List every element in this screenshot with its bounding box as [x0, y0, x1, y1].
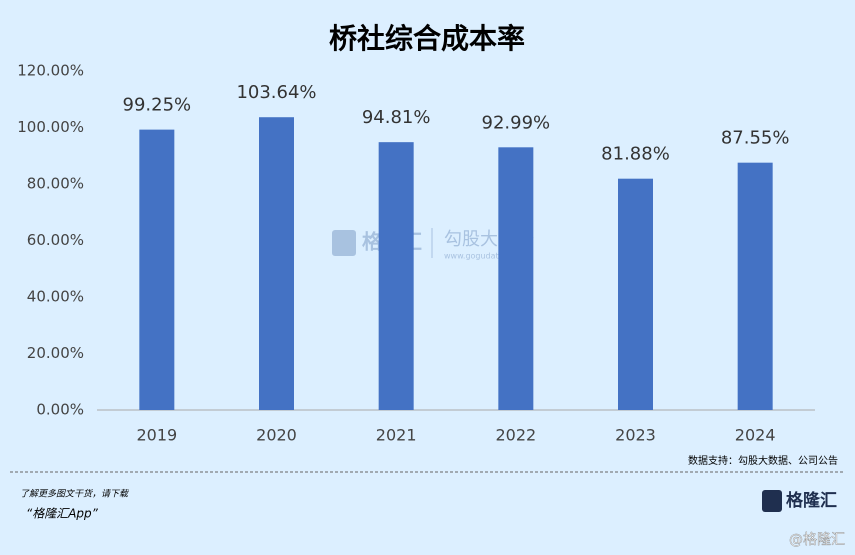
- value-label: 92.99%: [482, 112, 551, 133]
- y-tick-label: 120.00%: [17, 62, 84, 80]
- promo: 了解更多图文干货，请下载: [20, 489, 129, 500]
- y-tick-label: 80.00%: [27, 175, 84, 193]
- watermark-url: www.gogudata.com: [444, 252, 523, 261]
- y-tick-label: 0.00%: [36, 401, 84, 419]
- value-label: 94.81%: [362, 107, 431, 128]
- value-label: 81.88%: [601, 144, 670, 165]
- value-label: 99.25%: [123, 95, 192, 116]
- bar: [139, 129, 175, 410]
- x-tick-label: 2024: [735, 426, 776, 445]
- x-tick-label: 2021: [376, 426, 417, 445]
- source: 数据支持：勾股大数据、公司公告: [688, 454, 838, 467]
- watermark-icon: [332, 230, 356, 256]
- value-label: 103.64%: [236, 82, 316, 103]
- y-tick-label: 60.00%: [27, 231, 84, 249]
- value-label: 87.55%: [721, 128, 790, 149]
- bar: [259, 117, 294, 410]
- x-tick-label: 2023: [615, 426, 656, 445]
- bar: [378, 142, 414, 410]
- bar: [498, 147, 534, 410]
- bar: [737, 162, 773, 410]
- x-tick-label: 2020: [256, 426, 297, 445]
- x-tick-label: 2022: [495, 426, 536, 445]
- bar: [618, 178, 653, 410]
- logo-icon: [762, 490, 782, 512]
- handle: @格隆汇: [789, 532, 845, 548]
- y-tick-label: 40.00%: [27, 288, 84, 306]
- y-tick-label: 100.00%: [17, 118, 84, 136]
- logo: 格隆汇: [786, 490, 837, 511]
- y-tick-label: 20.00%: [27, 344, 84, 362]
- x-tick-label: 2019: [136, 426, 177, 445]
- chart-title: 桥社综合成本率: [329, 22, 525, 55]
- promo-app: “格隆汇App”: [26, 507, 99, 521]
